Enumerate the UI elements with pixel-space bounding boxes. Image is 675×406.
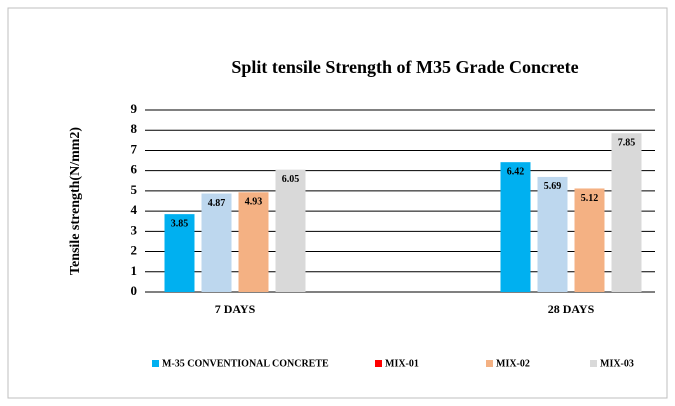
value-label: 6.05 xyxy=(282,174,300,185)
bar xyxy=(537,176,568,292)
x-tick-label: 7 DAYS xyxy=(215,302,256,316)
y-tick-label: 5 xyxy=(131,182,138,197)
value-label: 4.87 xyxy=(208,198,226,209)
bar xyxy=(164,214,195,292)
y-tick-label: 6 xyxy=(131,162,138,177)
bar xyxy=(611,133,642,292)
legend-marker xyxy=(152,360,159,367)
x-tick-label: 28 DAYS xyxy=(548,302,595,316)
value-label: 3.85 xyxy=(171,218,189,229)
y-tick-label: 1 xyxy=(131,263,138,278)
value-label: 4.93 xyxy=(245,197,263,208)
y-tick-label: 2 xyxy=(131,243,138,258)
legend-label: MIX-02 xyxy=(496,358,530,369)
legend-label: MIX-03 xyxy=(600,358,634,369)
bar xyxy=(238,192,269,292)
y-tick-label: 3 xyxy=(131,222,138,237)
y-tick-label: 4 xyxy=(131,202,138,217)
value-label: 5.69 xyxy=(544,181,562,192)
value-label: 6.42 xyxy=(507,166,525,177)
legend-marker xyxy=(375,360,382,367)
bar xyxy=(275,169,306,292)
bar xyxy=(574,188,605,292)
legend-marker xyxy=(590,360,597,367)
legend-label: M-35 CONVENTIONAL CONCRETE xyxy=(162,358,329,369)
y-tick-label: 0 xyxy=(131,283,138,298)
value-label: 5.12 xyxy=(581,193,599,204)
y-axis-label: Tensile strength(N/mm2) xyxy=(68,127,83,276)
y-tick-label: 7 xyxy=(131,141,138,156)
y-tick-label: 9 xyxy=(131,101,138,116)
legend-label: MIX-01 xyxy=(385,358,419,369)
bar xyxy=(500,162,531,292)
legend-marker xyxy=(486,360,493,367)
value-label: 7.85 xyxy=(618,138,636,149)
y-tick-label: 8 xyxy=(131,121,138,136)
chart-title: Split tensile Strength of M35 Grade Conc… xyxy=(231,57,578,77)
bar xyxy=(201,193,232,292)
